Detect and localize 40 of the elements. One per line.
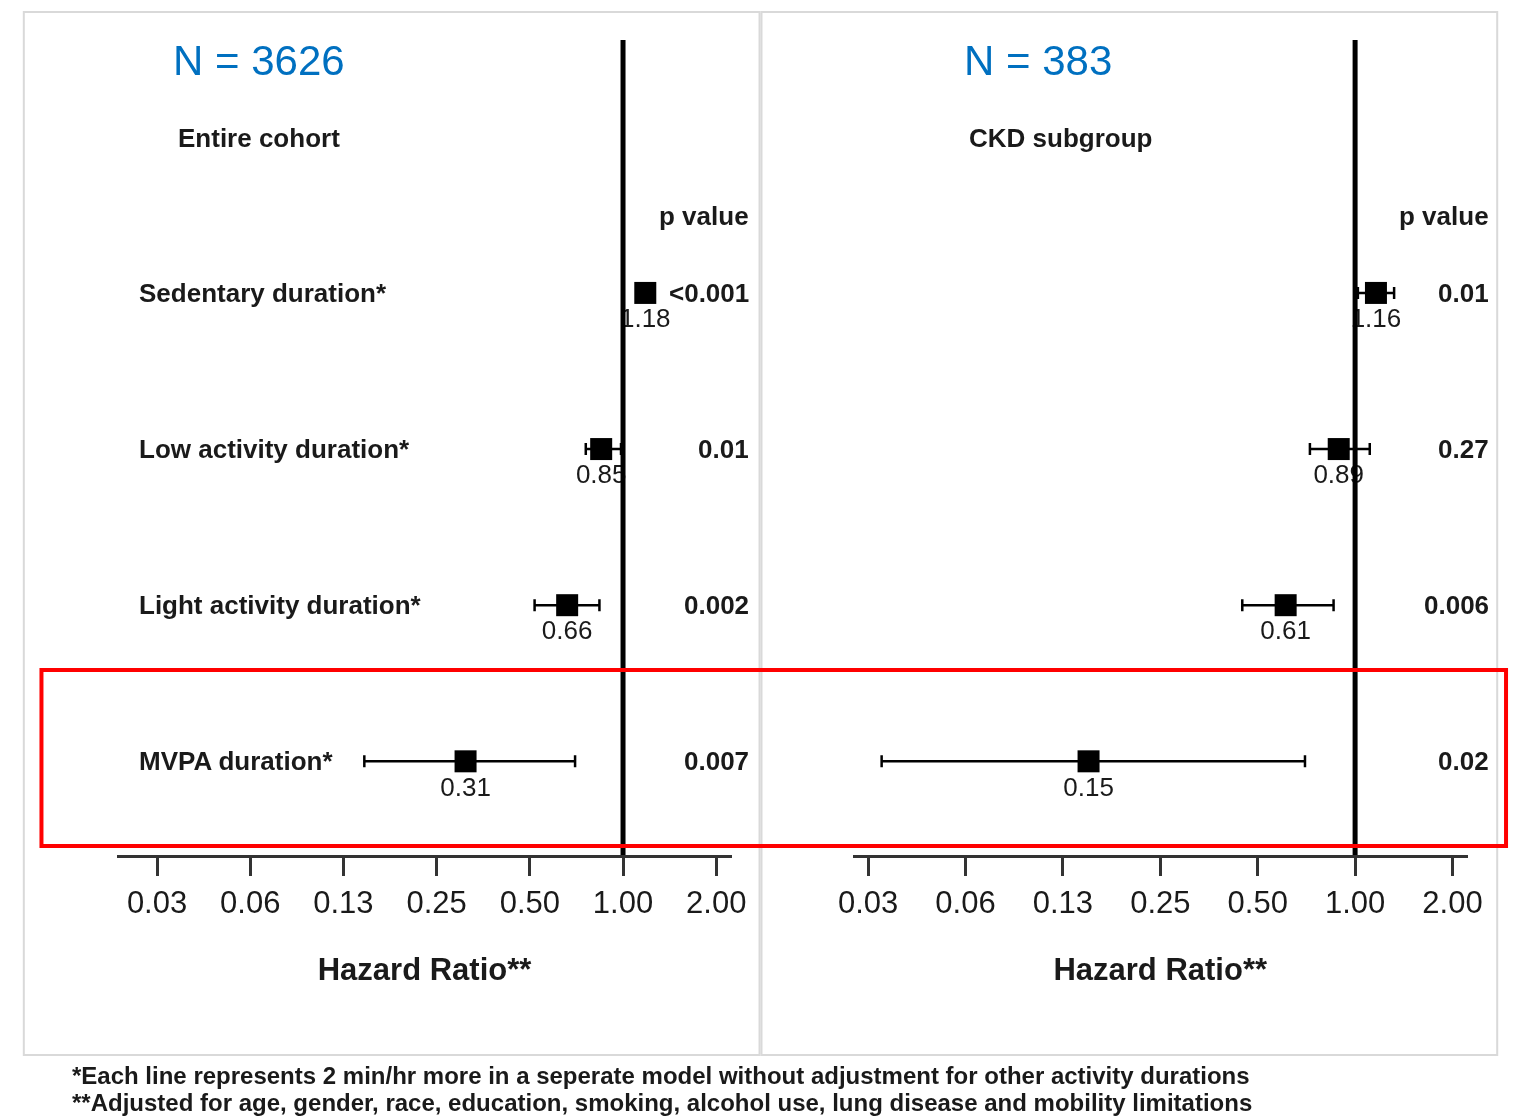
- x-axis-title: Hazard Ratio**: [317, 952, 533, 988]
- data-label: 0.66: [541, 615, 593, 646]
- x-tick-label: 0.03: [126, 885, 188, 921]
- chart-subtitle: Entire cohort: [178, 123, 341, 153]
- annotation: <0.001: [669, 278, 750, 308]
- x-tick-label: 2.00: [1422, 885, 1483, 921]
- x-tick-label: 0.03: [837, 885, 899, 921]
- data-label: 0.31: [440, 771, 491, 802]
- x-axis-title: Hazard Ratio**: [1053, 952, 1268, 988]
- annotation: p value: [1399, 201, 1489, 231]
- x-tick-label: 0.50: [499, 885, 560, 921]
- y-tick-label: MVPA duration*: [139, 746, 334, 776]
- text: *Each line represents 2 min/hr more in a seperate model without adjustment for other activity durations: [72, 1062, 1250, 1089]
- x-tick-label: 0.50: [1227, 885, 1288, 921]
- chart-title: N = 383: [964, 37, 1113, 84]
- x-tick-label: 2.00: [686, 885, 747, 921]
- x-tick-label: 0.25: [1130, 885, 1191, 921]
- annotation: 0.27: [1438, 434, 1489, 464]
- x-tick-label: 1.00: [592, 885, 654, 921]
- data-label: 0.15: [1063, 771, 1114, 802]
- annotation: 0.02: [1438, 746, 1489, 776]
- y-tick-label: Sedentary duration*: [139, 278, 387, 308]
- x-tick-label: 0.13: [1032, 885, 1094, 921]
- annotation: 0.007: [684, 746, 750, 776]
- x-tick-label: 0.25: [406, 885, 467, 921]
- chart-subtitle: CKD subgroup: [969, 123, 1153, 153]
- x-tick-label: 0.06: [220, 885, 281, 921]
- y-tick-label: Light activity duration*: [139, 590, 422, 620]
- annotation: 0.002: [684, 590, 750, 620]
- annotation: p value: [659, 201, 749, 231]
- text: **Adjusted for age, gender, race, education, smoking, alcohol use, lung disease and mobility limitations: [72, 1089, 1253, 1116]
- y-tick-label: Low activity duration*: [139, 434, 411, 464]
- annotation: 0.01: [698, 434, 749, 464]
- x-tick-label: 1.00: [1324, 885, 1386, 921]
- annotation: 0.006: [1424, 590, 1490, 620]
- chart-title: N = 3626: [173, 37, 345, 84]
- annotation: 0.01: [1438, 278, 1489, 308]
- x-tick-label: 0.13: [313, 885, 374, 921]
- x-tick-label: 0.06: [935, 885, 996, 921]
- data-label: 0.61: [1260, 615, 1311, 646]
